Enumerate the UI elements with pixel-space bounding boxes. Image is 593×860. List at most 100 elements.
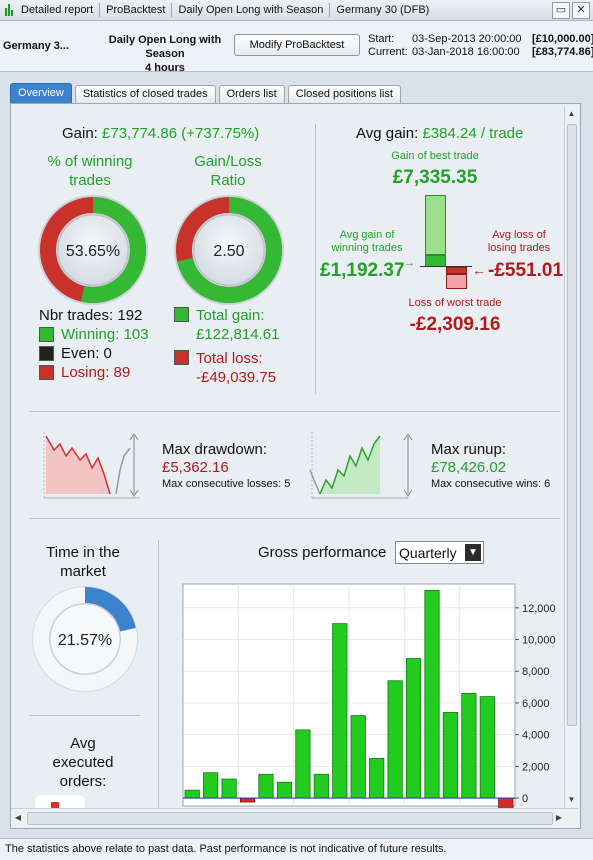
avg-win-label: Avg gain of winning trades bbox=[327, 229, 407, 255]
max-runup-label: Max runup: bbox=[431, 441, 507, 458]
y-tick-label: 2,000 bbox=[522, 761, 550, 773]
close-button[interactable]: ✕ bbox=[572, 2, 590, 19]
avg-exec-title-line: orders: bbox=[59, 773, 107, 790]
divider bbox=[30, 518, 560, 519]
strategy-name: Daily Open Long with Season 4 hours bbox=[90, 33, 240, 75]
divider bbox=[315, 124, 316, 394]
period-select-value: Quarterly bbox=[399, 545, 457, 561]
avg-orders-marker bbox=[51, 802, 59, 809]
avg-win-arrow-icon: → bbox=[404, 257, 415, 269]
scroll-left-icon[interactable]: ◀ bbox=[14, 813, 22, 822]
avg-orders-gauge bbox=[35, 795, 85, 809]
bar bbox=[295, 729, 311, 799]
tab-closed-positions-list[interactable]: Closed positions list bbox=[287, 85, 401, 103]
instrument-name: Germany 3... bbox=[3, 40, 70, 52]
avg-loss-label: Avg loss of losing trades bbox=[484, 229, 554, 255]
runup-sparkline bbox=[309, 432, 413, 499]
start-capital: [£10,000.00] bbox=[532, 33, 593, 45]
winning-pct-title-line: trades bbox=[69, 172, 111, 189]
max-consecutive-wins: Max consecutive wins: 6 bbox=[431, 478, 551, 490]
avg-gain-summary: Avg gain: £384.24 / trade bbox=[356, 125, 523, 142]
avg-executed-orders-title: Avg executed orders: bbox=[30, 734, 136, 791]
bar bbox=[332, 623, 348, 799]
current-capital: [£83,774.86] bbox=[532, 46, 593, 58]
y-tick-label: 6,000 bbox=[522, 698, 550, 710]
modify-probacktest-button[interactable]: Modify ProBacktest bbox=[234, 34, 360, 56]
scrollbar-thumb[interactable] bbox=[27, 812, 553, 825]
winning-legend-swatch bbox=[39, 327, 54, 342]
y-tick-label: 4,000 bbox=[522, 730, 550, 742]
time-in-market-value: 21.57% bbox=[58, 632, 112, 649]
divider bbox=[158, 540, 159, 808]
max-drawdown-value: £5,362.16 bbox=[162, 459, 229, 476]
time-in-market-title: Time in the market bbox=[30, 543, 136, 581]
title-item: Daily Open Long with Season bbox=[172, 3, 331, 17]
report-header: Germany 3... Daily Open Long with Season… bbox=[0, 21, 593, 75]
max-consecutive-losses: Max consecutive losses: 5 bbox=[162, 478, 291, 490]
gross-performance-chart: 0 2,000 4,000 6,000 8,000 10,000 12,000 bbox=[182, 583, 556, 808]
even-count: Even: 0 bbox=[61, 345, 112, 362]
tab-orders-list[interactable]: Orders list bbox=[218, 85, 285, 103]
avg-win-label-line: Avg gain of bbox=[339, 229, 395, 241]
divider bbox=[30, 411, 560, 412]
current-label: Current: bbox=[368, 46, 408, 58]
avg-loss-arrow-icon: ← bbox=[472, 262, 486, 278]
horizontal-scrollbar[interactable]: ◀ ▶ bbox=[11, 808, 578, 827]
chevron-down-icon[interactable]: ▼ bbox=[465, 544, 481, 561]
bar bbox=[369, 758, 385, 799]
ratio-title-line: Ratio bbox=[210, 172, 246, 189]
disclaimer-bar: The statistics above relate to past data… bbox=[0, 838, 593, 860]
disclaimer-text: The statistics above relate to past data… bbox=[5, 843, 447, 855]
avg-win-value: £1,192.37 bbox=[320, 260, 405, 281]
worst-trade-label: Loss of worst trade bbox=[408, 297, 502, 309]
bar bbox=[424, 589, 440, 799]
avg-loss-bar bbox=[446, 267, 467, 274]
losing-count: Losing: 89 bbox=[61, 364, 131, 381]
avg-loss-label-line: Avg loss of bbox=[492, 229, 546, 241]
scroll-up-icon[interactable]: ▲ bbox=[567, 109, 576, 118]
best-trade-bar bbox=[425, 195, 446, 255]
ratio-title-line: Gain/Loss bbox=[194, 153, 262, 170]
current-date: 03-Jan-2018 16:00:00 bbox=[412, 46, 520, 58]
scroll-right-icon[interactable]: ▶ bbox=[555, 813, 563, 822]
winning-arc bbox=[40, 197, 146, 303]
scrollbar-thumb[interactable] bbox=[567, 124, 577, 726]
bar bbox=[461, 693, 477, 799]
y-tick-label: 10,000 bbox=[522, 635, 556, 647]
bar bbox=[203, 772, 219, 799]
bar bbox=[442, 712, 459, 799]
tab-overview[interactable]: Overview bbox=[10, 83, 72, 103]
total-gain-label: Total gain: bbox=[196, 307, 265, 324]
tab-statistics-closed-trades[interactable]: Statistics of closed trades bbox=[74, 85, 216, 103]
bar bbox=[479, 696, 495, 799]
avg-gain-value: £384.24 / trade bbox=[422, 125, 524, 142]
avg-loss-label-line: losing trades bbox=[487, 242, 551, 254]
vertical-scrollbar[interactable]: ▲ ▼ bbox=[564, 106, 578, 808]
best-trade-value: £7,335.35 bbox=[392, 167, 478, 188]
winning-count: Winning: 103 bbox=[61, 326, 149, 343]
bar bbox=[498, 797, 514, 808]
total-gain-swatch bbox=[174, 307, 189, 322]
zero-line bbox=[420, 266, 472, 267]
period-select[interactable]: Quarterly ▼ bbox=[395, 541, 484, 564]
nbr-trades: Nbr trades: 192 bbox=[39, 307, 143, 324]
chart-candle-icon bbox=[5, 4, 13, 16]
strategy-timeframe: 4 hours bbox=[145, 62, 185, 74]
bar bbox=[405, 658, 422, 799]
winning-pct-title: % of winning trades bbox=[30, 152, 150, 190]
total-loss: Total loss: -£49,039.75 bbox=[196, 349, 276, 387]
gross-performance-title: Gross performance bbox=[258, 544, 387, 561]
total-loss-label: Total loss: bbox=[196, 350, 263, 367]
even-legend-swatch bbox=[39, 346, 54, 361]
gain-summary: Gain: £73,774.86 (+737.75%) bbox=[62, 125, 259, 142]
scroll-down-icon[interactable]: ▼ bbox=[567, 795, 576, 804]
title-item: Germany 30 (DFB) bbox=[336, 4, 430, 16]
winning-pct-title-line: % of winning bbox=[47, 153, 133, 170]
y-tick-label: 0 bbox=[522, 793, 528, 805]
maximize-button[interactable]: ▭ bbox=[552, 2, 570, 19]
bar bbox=[221, 778, 237, 799]
gain-loss-ratio-donut: 2.50 bbox=[174, 195, 284, 305]
bar bbox=[387, 680, 403, 799]
winning-pct-value: 53.65% bbox=[66, 243, 120, 260]
bar bbox=[184, 789, 200, 799]
